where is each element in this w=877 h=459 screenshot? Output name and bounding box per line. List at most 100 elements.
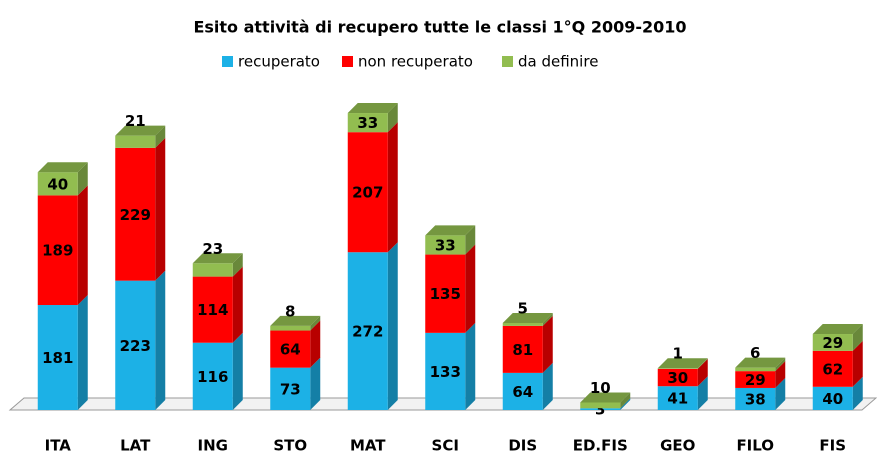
bar-side bbox=[620, 392, 631, 409]
data-label: 81 bbox=[512, 341, 533, 359]
legend-swatch bbox=[222, 56, 233, 67]
data-label: 73 bbox=[280, 380, 301, 398]
bar-side bbox=[387, 103, 398, 133]
data-label: 38 bbox=[745, 390, 766, 408]
bar bbox=[502, 323, 543, 326]
data-label: 133 bbox=[430, 363, 461, 381]
bar-side bbox=[697, 358, 708, 387]
data-label: 114 bbox=[197, 301, 228, 319]
bar-side bbox=[77, 162, 88, 196]
bar-side bbox=[310, 320, 321, 368]
bar-top bbox=[735, 357, 786, 368]
x-tick-label: FILO bbox=[736, 437, 774, 455]
bar bbox=[115, 147, 156, 281]
bar-side bbox=[852, 376, 863, 410]
bar bbox=[347, 132, 388, 253]
bar-top bbox=[657, 358, 708, 369]
data-label: 207 bbox=[352, 184, 383, 202]
bar bbox=[347, 113, 388, 133]
x-tick-label: ING bbox=[198, 437, 228, 455]
bar-side bbox=[310, 315, 321, 331]
bar bbox=[657, 368, 698, 387]
bar-side bbox=[775, 377, 786, 410]
data-label: 62 bbox=[822, 360, 843, 378]
bar-side bbox=[465, 322, 476, 410]
bar bbox=[347, 252, 388, 410]
bar bbox=[735, 387, 776, 410]
data-label: 64 bbox=[280, 341, 301, 359]
bar bbox=[270, 330, 311, 368]
bar-side bbox=[232, 266, 243, 343]
data-label: 5 bbox=[518, 300, 528, 318]
bar-side bbox=[232, 332, 243, 410]
bar-top bbox=[270, 315, 321, 326]
bar-side bbox=[620, 398, 631, 410]
data-label: 41 bbox=[667, 390, 688, 408]
data-label: 135 bbox=[430, 285, 461, 303]
data-label: 33 bbox=[435, 236, 456, 254]
data-label: 223 bbox=[120, 337, 151, 355]
bar-side bbox=[387, 242, 398, 410]
legend-label: recuperato bbox=[238, 53, 320, 71]
bar-side bbox=[155, 270, 166, 410]
bar bbox=[37, 195, 78, 306]
bar-side bbox=[77, 295, 88, 410]
bar bbox=[425, 254, 466, 333]
bar bbox=[502, 325, 543, 373]
bar-side bbox=[465, 225, 476, 255]
data-label: 6 bbox=[750, 344, 760, 362]
bar-top bbox=[347, 103, 398, 114]
bar-side bbox=[852, 340, 863, 387]
data-label: 40 bbox=[822, 390, 843, 408]
bar-side bbox=[155, 125, 166, 148]
bar-side bbox=[697, 358, 708, 369]
data-label: 1 bbox=[673, 345, 683, 363]
bar-side bbox=[775, 361, 786, 388]
bar-side bbox=[155, 137, 166, 281]
bar-side bbox=[542, 315, 553, 373]
legend-label: da definire bbox=[518, 53, 598, 71]
bar bbox=[580, 402, 621, 409]
bar-side bbox=[542, 362, 553, 410]
data-label: 181 bbox=[42, 349, 73, 367]
data-label: 21 bbox=[125, 112, 146, 130]
bar bbox=[425, 332, 466, 410]
data-label: 272 bbox=[352, 323, 383, 341]
data-label: 40 bbox=[47, 175, 68, 193]
bar bbox=[115, 280, 156, 410]
legend-swatch bbox=[502, 56, 513, 67]
data-label: 3 bbox=[595, 401, 605, 419]
x-tick-label: ITA bbox=[45, 437, 72, 455]
bar-top bbox=[425, 225, 476, 236]
x-tick-label: STO bbox=[273, 437, 307, 455]
bar bbox=[735, 371, 776, 388]
bar bbox=[812, 386, 853, 410]
x-tick-label: GEO bbox=[660, 437, 695, 455]
x-tick-label: SCI bbox=[432, 437, 459, 455]
bar-side bbox=[465, 244, 476, 333]
bar-top bbox=[502, 313, 553, 323]
bar bbox=[812, 334, 853, 351]
data-label: 229 bbox=[120, 206, 151, 224]
bar-side bbox=[232, 253, 243, 277]
bar-side bbox=[77, 185, 88, 306]
bar bbox=[192, 342, 233, 410]
data-label: 23 bbox=[202, 240, 223, 258]
bar-top bbox=[37, 162, 88, 173]
bar bbox=[192, 276, 233, 343]
data-label: 29 bbox=[745, 371, 766, 389]
bar bbox=[270, 325, 311, 331]
bar bbox=[37, 305, 78, 410]
x-tick-label: ED.FIS bbox=[573, 437, 628, 455]
bar-side bbox=[542, 313, 553, 326]
data-label: 10 bbox=[590, 379, 611, 397]
bar bbox=[812, 350, 853, 387]
bar bbox=[580, 408, 621, 410]
bar bbox=[657, 386, 698, 410]
data-label: 29 bbox=[822, 334, 843, 352]
bar-side bbox=[775, 357, 786, 372]
bar bbox=[425, 235, 466, 255]
bar bbox=[115, 135, 156, 148]
bar bbox=[270, 367, 311, 410]
data-label: 33 bbox=[357, 114, 378, 132]
